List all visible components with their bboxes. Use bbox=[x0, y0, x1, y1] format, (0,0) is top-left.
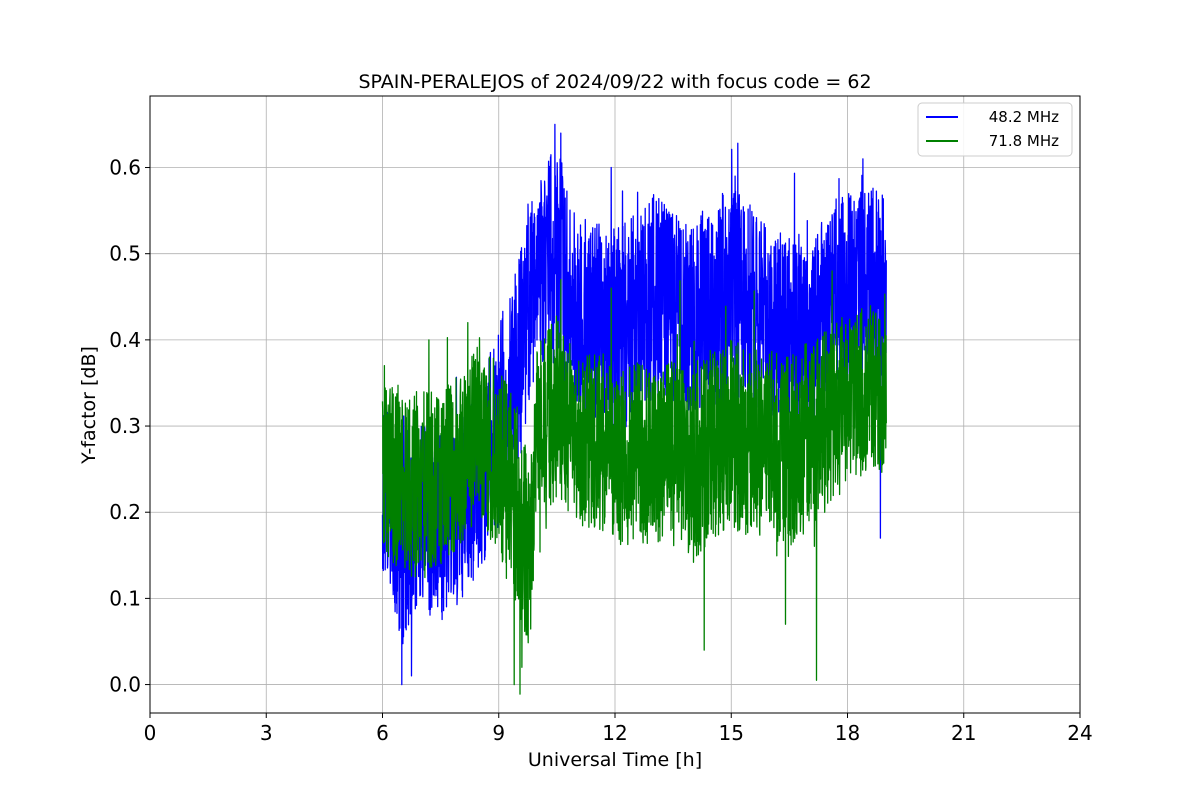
y-axis: 0.0 0.1 0.2 0.3 0.4 0.5 0.6 bbox=[109, 156, 150, 697]
series-layer bbox=[381, 123, 887, 695]
legend: 48.2 MHz 71.8 MHz bbox=[917, 102, 1073, 157]
y-tick-label: 0.2 bbox=[109, 500, 141, 524]
series-line-71-8-mhz bbox=[381, 270, 887, 695]
chart-title: SPAIN-PERALEJOS of 2024/09/22 with focus… bbox=[358, 71, 871, 93]
x-tick-label: 18 bbox=[835, 721, 860, 745]
x-tick-label: 9 bbox=[492, 721, 505, 745]
x-tick-label: 3 bbox=[260, 721, 273, 745]
x-axis-label: Universal Time [h] bbox=[528, 749, 702, 771]
y-tick-label: 0.5 bbox=[109, 242, 141, 266]
legend-label-48-2: 48.2 MHz bbox=[989, 108, 1059, 126]
y-tick-label: 0.0 bbox=[109, 673, 141, 697]
y-tick-label: 0.4 bbox=[109, 328, 141, 352]
legend-label-71-8: 71.8 MHz bbox=[989, 132, 1059, 150]
x-tick-label: 6 bbox=[376, 721, 389, 745]
x-tick-label: 12 bbox=[602, 721, 627, 745]
x-tick-label: 21 bbox=[951, 721, 976, 745]
y-axis-label: Y-factor [dB] bbox=[78, 346, 100, 465]
y-tick-label: 0.6 bbox=[109, 156, 141, 180]
x-tick-label: 15 bbox=[719, 721, 744, 745]
y-tick-label: 0.3 bbox=[109, 414, 141, 438]
x-tick-label: 0 bbox=[144, 721, 157, 745]
y-tick-label: 0.1 bbox=[109, 586, 141, 610]
x-axis: 0 3 6 9 12 15 18 21 24 bbox=[144, 713, 1093, 745]
x-tick-label: 24 bbox=[1067, 721, 1092, 745]
